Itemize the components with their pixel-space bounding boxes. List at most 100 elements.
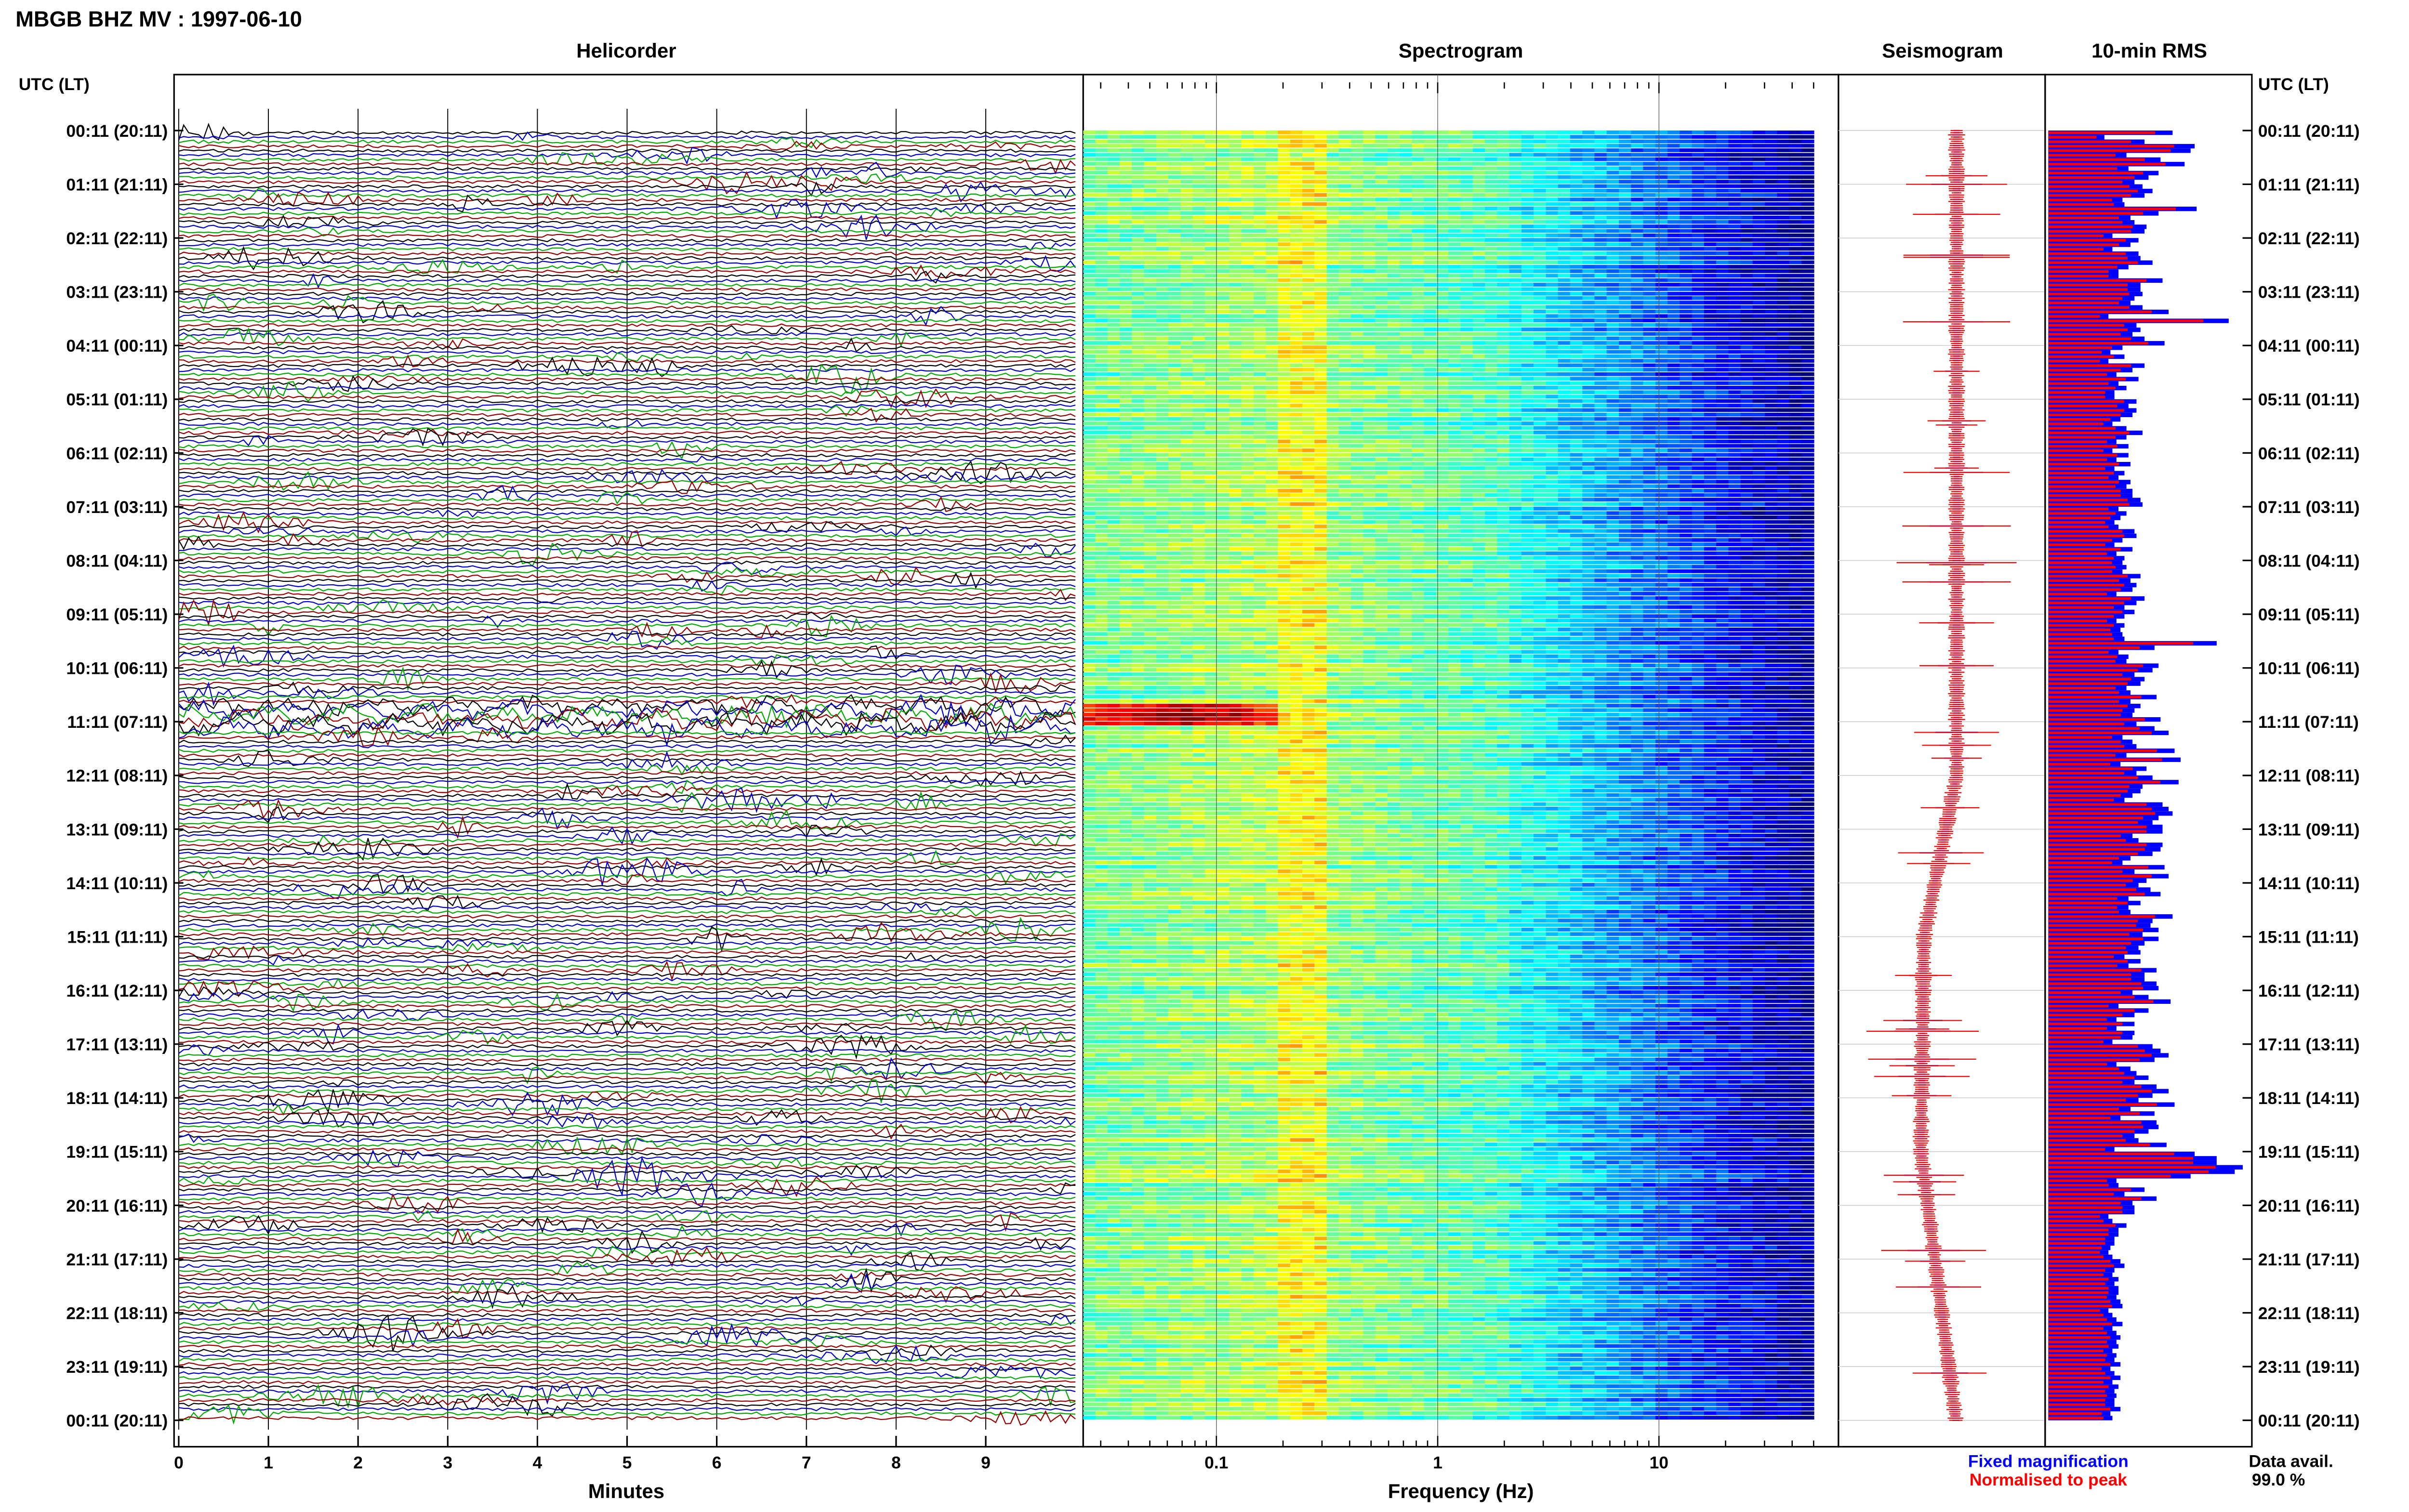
spectrogram-cell [1497, 265, 1510, 269]
spectrogram-cell [1801, 229, 1814, 233]
spectrogram-cell [1521, 274, 1535, 278]
spectrogram-cell [1144, 283, 1157, 287]
spectrogram-cell [1716, 211, 1729, 215]
spectrogram-cell [1521, 471, 1535, 475]
spectrogram-cell [1594, 421, 1607, 425]
spectrogram-cell [1655, 171, 1668, 175]
spectrogram-cell [1546, 301, 1559, 304]
spectrogram-cell [1290, 421, 1303, 425]
spectrogram-cell [1144, 350, 1157, 354]
spectrogram-cell [1534, 139, 1547, 144]
spectrogram-cell [1168, 157, 1181, 161]
spectrogram-cell [1266, 144, 1279, 148]
spectrogram-cell [1801, 318, 1814, 323]
spectrogram-cell [1095, 336, 1108, 341]
spectrogram-cell [1460, 274, 1473, 278]
spectrogram-cell [1509, 341, 1522, 345]
spectrogram-cell [1412, 265, 1425, 269]
spectrogram-cell [1120, 328, 1133, 331]
spectrogram-cell [1192, 207, 1206, 210]
spectrogram-cell [1156, 404, 1169, 408]
spectrogram-cell [1107, 314, 1121, 318]
spectrogram-cell [1570, 207, 1583, 210]
spectrogram-cell [1290, 453, 1303, 457]
spectrogram-cell [1740, 318, 1754, 323]
helicorder-trace [178, 1365, 1076, 1380]
spectrogram-cell [1789, 148, 1802, 152]
spectrogram-cell [1278, 233, 1291, 237]
spectrogram-cell [1801, 421, 1814, 425]
spectrogram-cell [1180, 309, 1193, 314]
spectrogram-cell [1168, 224, 1181, 228]
spectrogram-cell [1448, 381, 1461, 385]
spectrogram-cell [1375, 274, 1389, 278]
spectrogram-cell [1302, 381, 1315, 385]
spectrogram-cell [1801, 341, 1814, 345]
helicorder-trace [178, 1193, 1076, 1214]
spectrogram-cell [1728, 412, 1741, 417]
spectrogram-cell [1460, 207, 1473, 210]
spectrogram-cell [1582, 260, 1595, 264]
spectrogram-cell [1570, 439, 1583, 444]
spectrogram-cell [1752, 269, 1766, 273]
spectrogram-cell [1680, 202, 1693, 206]
spectrogram-cell [1509, 305, 1522, 309]
spectrogram-cell [1338, 390, 1352, 394]
spectrogram-cell [1241, 404, 1255, 408]
spectrogram-cell [1521, 448, 1535, 452]
spectrogram-cell [1509, 233, 1522, 237]
spectrogram-cell [1460, 135, 1473, 139]
spectrogram-cell [1765, 408, 1778, 412]
spectrogram-cell [1204, 453, 1218, 457]
spectrogram-cell [1631, 171, 1644, 175]
spectrogram-cell [1448, 408, 1461, 412]
spectrogram-cell [1472, 139, 1486, 144]
spectrogram-cell [1619, 399, 1632, 403]
spectrogram-cell [1387, 175, 1401, 179]
spectrogram-cell [1534, 215, 1547, 220]
helicorder-trace [178, 485, 1076, 502]
spectrogram-cell [1290, 412, 1303, 417]
spectrogram-cell [1278, 372, 1291, 376]
spectrogram-cell [1412, 180, 1425, 184]
spectrogram-cell [1460, 180, 1473, 184]
spectrogram-cell [1083, 251, 1096, 255]
spectrogram-cell [1668, 345, 1681, 349]
spectrogram-cell [1095, 386, 1108, 390]
spectrogram-cell [1680, 157, 1693, 161]
spectrogram-cell [1558, 215, 1571, 220]
spectrogram-cell [1668, 453, 1681, 457]
spectrogram-cell [1302, 408, 1315, 412]
spectrogram-cell [1606, 139, 1620, 144]
spectrogram-cell [1278, 394, 1291, 399]
spectrogram-cell [1570, 188, 1583, 193]
spectrogram-cell [1083, 448, 1096, 452]
spectrogram-cell [1217, 242, 1230, 247]
spectrogram-cell [1558, 341, 1571, 345]
spectrogram-cell [1436, 372, 1449, 376]
spectrogram-cell [1509, 368, 1522, 372]
helicorder-trace [178, 1164, 1076, 1180]
spectrogram-cell [1765, 260, 1778, 264]
spectrogram-cell [1217, 283, 1230, 287]
spectrogram-cell [1448, 323, 1461, 327]
spectrogram-cell [1254, 336, 1267, 341]
spectrogram-cell [1278, 180, 1291, 184]
spectrogram-cell [1302, 341, 1315, 345]
spectrogram-cell [1424, 412, 1437, 417]
spectrogram-cell [1789, 399, 1802, 403]
spectrogram-cell [1716, 475, 1729, 479]
spectrogram-cell [1180, 197, 1193, 202]
spectrogram-cell [1777, 328, 1790, 331]
spectrogram-cell [1570, 224, 1583, 228]
spectrogram-cell [1302, 256, 1315, 260]
spectrogram-cell [1156, 475, 1169, 479]
spectrogram-cell [1290, 215, 1303, 220]
spectrogram-cell [1619, 305, 1632, 309]
spectrogram-cell [1460, 318, 1473, 323]
spectrogram-cell [1107, 332, 1121, 336]
spectrogram-cell [1668, 153, 1681, 157]
spectrogram-cell [1120, 345, 1133, 349]
spectrogram-cell [1655, 381, 1668, 385]
spectrogram-cell [1241, 305, 1255, 309]
